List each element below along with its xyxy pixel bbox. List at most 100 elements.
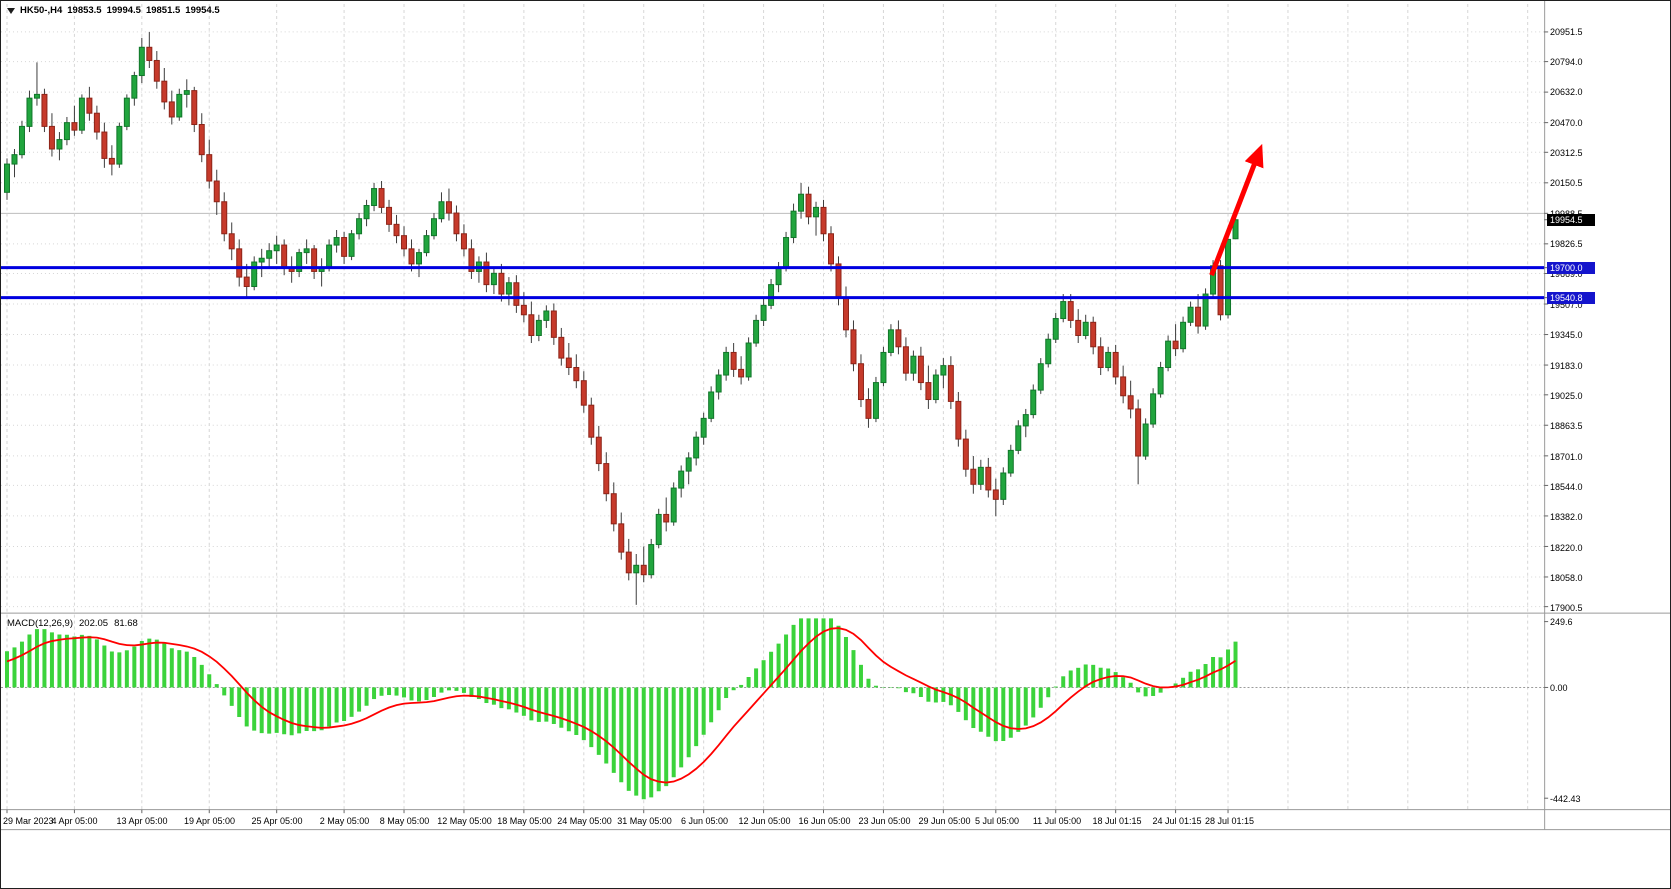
candle [213, 180, 220, 203]
time-axis-label: 29 Mar 2023 [3, 816, 54, 826]
candle [947, 365, 954, 402]
candle [401, 235, 408, 250]
candle [333, 237, 340, 246]
time-axis-label: 12 Jun 05:00 [738, 816, 791, 826]
candle [857, 363, 864, 401]
candle [116, 125, 123, 165]
candle [768, 284, 775, 306]
candle [430, 218, 437, 237]
price-axis-label: 20150.5 [1550, 178, 1583, 189]
candle [273, 244, 280, 252]
candle [977, 466, 984, 485]
time-axis-label: 19 Apr 05:00 [183, 816, 236, 826]
candle [648, 544, 655, 576]
candle [1135, 408, 1142, 457]
candle [708, 391, 715, 419]
candle [1165, 340, 1172, 369]
price-axis-label: 19345.0 [1550, 330, 1583, 341]
candle [71, 122, 78, 131]
time-axis-label: 2 May 05:00 [319, 816, 370, 826]
candle [798, 193, 805, 212]
level-price-badge: 19700.0 [1547, 262, 1595, 275]
candle [131, 75, 138, 99]
candle [760, 304, 767, 321]
candle [828, 233, 835, 265]
candle [93, 112, 100, 133]
candle [753, 319, 760, 344]
candle [685, 457, 692, 472]
macd-histogram [4, 618, 1238, 800]
candle [655, 513, 662, 546]
ohlc-open-value: 19853.5 [67, 5, 102, 16]
candle [895, 329, 902, 348]
candle [775, 267, 782, 286]
price-axis-label: 20951.5 [1550, 27, 1583, 37]
candle [378, 188, 385, 208]
candle [985, 466, 992, 491]
candle [902, 346, 909, 374]
candle [805, 193, 812, 218]
candle [460, 233, 467, 250]
candle [528, 314, 535, 336]
time-axis-label: 13 Apr 05:00 [116, 816, 168, 826]
price-axis-label: 18701.0 [1550, 451, 1583, 462]
candle [176, 93, 183, 118]
candle [445, 201, 452, 214]
candle [1030, 389, 1037, 416]
candle [1217, 265, 1224, 316]
candle [850, 329, 857, 365]
candle [393, 223, 400, 237]
candle [1022, 414, 1029, 427]
candle [1157, 367, 1164, 395]
time-axis-label: 5 Jul 05:00 [974, 816, 1020, 826]
macd-signal-value: 81.68 [114, 618, 138, 629]
macd-scale-top: 249.6 [1550, 617, 1573, 627]
candle [33, 93, 40, 99]
candle [18, 125, 25, 156]
trend-arrow[interactable] [1209, 143, 1264, 277]
candle [790, 210, 797, 239]
candle [416, 252, 422, 265]
candle [1097, 346, 1104, 369]
ohlc-close-value: 19954.5 [185, 5, 220, 16]
candle [678, 470, 685, 489]
symbol-dropdown-icon[interactable] [7, 7, 15, 14]
price-axis[interactable]: 249.6 0.00 -442.43 20951.5 20794.0 20632.0… [1547, 1, 1670, 832]
time-axis-label: 8 May 05:00 [379, 816, 430, 826]
candle [56, 139, 63, 150]
candle [1112, 351, 1119, 378]
candle [1187, 306, 1194, 323]
candle [505, 282, 512, 295]
time-axis-label: 16 Jun 05:00 [798, 816, 851, 826]
candle [670, 487, 677, 523]
candle [161, 80, 168, 103]
chart-title: HK50-,H4 19853.5 19994.5 19851.5 19954.5 [7, 5, 220, 16]
candle [970, 468, 977, 485]
time-axis[interactable]: 29 Mar 2023 4 Apr 05:00 13 Apr 05:00 19 Apr… [1, 814, 1546, 832]
current-price-badge: 19954.5 [1547, 214, 1595, 227]
candle [363, 205, 370, 220]
candle [603, 463, 610, 495]
macd-scale-zero: 0.00 [1550, 683, 1568, 693]
candle [595, 436, 602, 465]
candle [296, 252, 303, 272]
candle [663, 513, 670, 523]
candle [640, 564, 647, 576]
candle [341, 237, 348, 257]
candle [483, 261, 490, 286]
candle [1082, 321, 1089, 336]
candle [1142, 423, 1149, 457]
candle [1067, 301, 1074, 321]
ohlc-high-value: 19994.5 [106, 5, 141, 16]
candle [932, 374, 939, 401]
candle [1015, 425, 1022, 451]
candle [326, 244, 333, 269]
price-axis-label: 18544.0 [1550, 481, 1583, 492]
candle [281, 244, 288, 269]
time-axis-label: 12 May 05:00 [437, 816, 492, 826]
candle [588, 404, 595, 438]
candle [198, 124, 205, 156]
candle [618, 523, 625, 553]
candle [940, 365, 947, 376]
